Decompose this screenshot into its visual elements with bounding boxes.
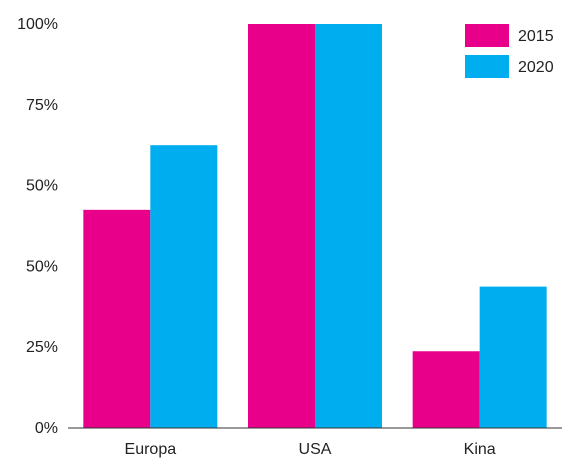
bars — [83, 24, 547, 428]
bar-usa-2015 — [248, 24, 315, 428]
bar-usa-2020 — [315, 24, 382, 428]
legend-label-2020: 2020 — [518, 59, 554, 76]
x-axis-categories: Europa USA Kina — [125, 441, 496, 458]
x-category-label: USA — [299, 441, 332, 458]
legend-swatch-2020 — [465, 55, 509, 78]
bar-europa-2020 — [150, 145, 218, 428]
y-tick-label: 75% — [26, 97, 58, 114]
x-category-label: Kina — [464, 441, 496, 458]
bar-kina-2015 — [412, 351, 480, 428]
y-tick-label: 50% — [26, 258, 58, 275]
legend-label-2015: 2015 — [518, 28, 554, 45]
y-tick-label: 25% — [26, 339, 58, 356]
bar-kina-2020 — [479, 286, 547, 428]
y-tick-label: 100% — [17, 16, 58, 33]
y-tick-label: 50% — [26, 178, 58, 195]
y-axis-ticks: 0% 25% 50% 50% 75% 100% — [17, 16, 58, 437]
bar-europa-2015 — [83, 209, 151, 428]
y-tick-label: 0% — [35, 420, 58, 437]
legend: 2015 2020 — [465, 24, 554, 78]
legend-swatch-2015 — [465, 24, 509, 47]
x-category-label: Europa — [125, 441, 177, 458]
